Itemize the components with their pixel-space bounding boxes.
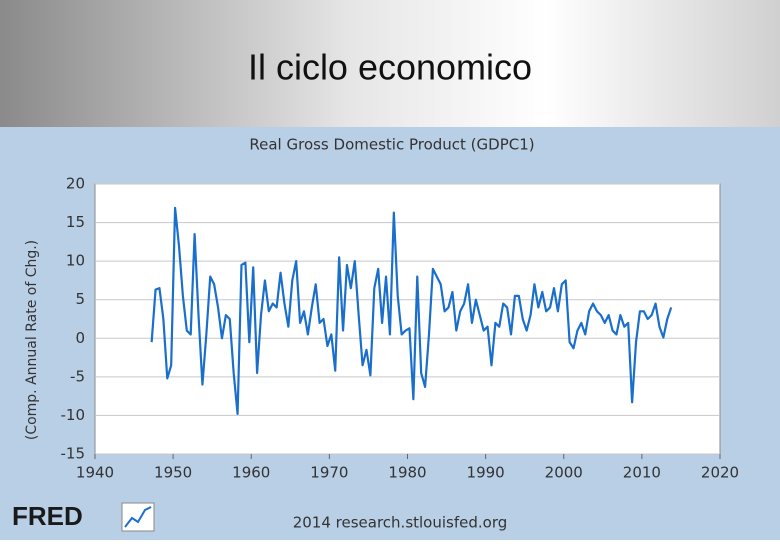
x-tick-label: 2010 bbox=[623, 464, 661, 482]
y-tick-label: -5 bbox=[70, 367, 85, 385]
chart-title: Real Gross Domestic Product (GDPC1) bbox=[249, 136, 534, 154]
y-tick-label: 15 bbox=[66, 213, 85, 231]
y-tick-label: 10 bbox=[66, 252, 85, 270]
x-tick-label: 1950 bbox=[154, 464, 192, 482]
y-tick-label: -15 bbox=[61, 445, 86, 463]
slide-title: Il ciclo economico bbox=[248, 47, 532, 88]
y-tick-label: 20 bbox=[66, 175, 85, 193]
x-tick-label: 1940 bbox=[76, 464, 114, 482]
y-tick-label: -10 bbox=[61, 406, 86, 424]
x-tick-label: 2020 bbox=[701, 464, 739, 482]
plot-area bbox=[94, 183, 721, 455]
x-tick-label: 1990 bbox=[467, 464, 505, 482]
data-line bbox=[150, 206, 673, 415]
logo: FRED bbox=[12, 501, 83, 531]
x-tick-label: 2000 bbox=[545, 464, 583, 482]
y-tick-label: 5 bbox=[75, 290, 85, 308]
source: 2014 research.stlouisfed.org bbox=[293, 514, 508, 532]
x-tick-label: 1960 bbox=[232, 464, 270, 482]
x-tick-label: 1980 bbox=[388, 464, 426, 482]
header-background bbox=[0, 0, 780, 127]
x-tick-label: 1970 bbox=[310, 464, 348, 482]
y-tick-label: 0 bbox=[75, 329, 85, 347]
logo-icon-line bbox=[124, 506, 152, 528]
y-axis-label: (Comp. Annual Rate of Chg.) bbox=[24, 240, 40, 440]
